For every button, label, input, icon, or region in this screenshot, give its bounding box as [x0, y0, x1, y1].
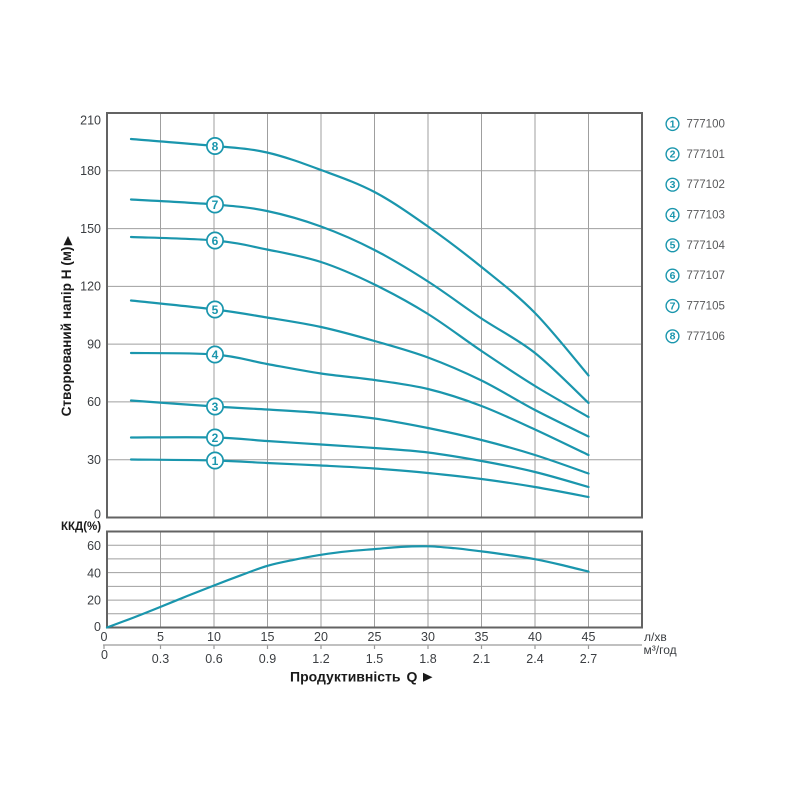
svg-text:1.8: 1.8 — [419, 652, 436, 666]
svg-text:м³/год: м³/год — [644, 643, 677, 657]
svg-text:20: 20 — [87, 594, 101, 608]
svg-text:2.1: 2.1 — [473, 652, 490, 666]
svg-text:7: 7 — [212, 198, 219, 212]
svg-text:8: 8 — [212, 140, 219, 154]
svg-text:60: 60 — [87, 395, 101, 409]
svg-text:35: 35 — [475, 630, 489, 644]
svg-text:150: 150 — [80, 222, 101, 236]
svg-text:10: 10 — [207, 630, 221, 644]
svg-text:0.6: 0.6 — [205, 652, 222, 666]
svg-text:0: 0 — [101, 630, 108, 644]
svg-text:90: 90 — [87, 337, 101, 351]
svg-text:30: 30 — [87, 453, 101, 467]
svg-text:777105: 777105 — [687, 301, 725, 313]
svg-text:0: 0 — [94, 620, 101, 634]
svg-text:5: 5 — [157, 630, 164, 644]
svg-text:30: 30 — [421, 630, 435, 644]
svg-text:3: 3 — [212, 400, 219, 414]
svg-text:6: 6 — [212, 234, 219, 248]
svg-text:0.3: 0.3 — [152, 652, 169, 666]
svg-text:1: 1 — [670, 118, 676, 130]
svg-text:8: 8 — [670, 331, 676, 343]
svg-text:4: 4 — [212, 348, 219, 362]
svg-text:2: 2 — [212, 431, 219, 445]
svg-text:6: 6 — [670, 270, 676, 282]
svg-text:777102: 777102 — [687, 179, 725, 191]
svg-text:2: 2 — [670, 149, 676, 161]
svg-text:Створюваний напір Н (м): Створюваний напір Н (м) — [59, 247, 74, 417]
svg-text:777104: 777104 — [687, 240, 726, 252]
svg-text:15: 15 — [261, 630, 275, 644]
svg-text:777101: 777101 — [687, 149, 725, 161]
svg-text:0.9: 0.9 — [259, 652, 276, 666]
svg-text:60: 60 — [87, 539, 101, 553]
svg-text:Q: Q — [407, 669, 418, 685]
svg-text:120: 120 — [80, 280, 101, 294]
svg-text:ККД(%): ККД(%) — [61, 521, 101, 533]
svg-text:1.5: 1.5 — [366, 652, 383, 666]
svg-text:777106: 777106 — [687, 331, 725, 343]
svg-text:2.4: 2.4 — [526, 652, 543, 666]
svg-text:0: 0 — [101, 648, 108, 662]
svg-text:210: 210 — [80, 114, 101, 128]
svg-text:777100: 777100 — [687, 119, 725, 131]
svg-text:7: 7 — [670, 300, 676, 312]
svg-text:1.2: 1.2 — [312, 652, 329, 666]
svg-text:л/хв: л/хв — [644, 630, 667, 644]
svg-text:0: 0 — [94, 508, 101, 522]
svg-text:4: 4 — [670, 209, 676, 221]
svg-text:Продуктивність: Продуктивність — [290, 669, 401, 685]
svg-text:25: 25 — [368, 630, 382, 644]
svg-text:40: 40 — [87, 566, 101, 580]
svg-text:5: 5 — [212, 303, 219, 317]
svg-text:40: 40 — [528, 630, 542, 644]
svg-text:5: 5 — [670, 240, 676, 252]
svg-text:20: 20 — [314, 630, 328, 644]
svg-text:777107: 777107 — [687, 270, 725, 282]
svg-text:1: 1 — [212, 454, 219, 468]
svg-text:180: 180 — [80, 164, 101, 178]
svg-text:777103: 777103 — [687, 210, 725, 222]
svg-text:3: 3 — [670, 179, 676, 191]
svg-text:45: 45 — [582, 630, 596, 644]
svg-text:2.7: 2.7 — [580, 652, 597, 666]
